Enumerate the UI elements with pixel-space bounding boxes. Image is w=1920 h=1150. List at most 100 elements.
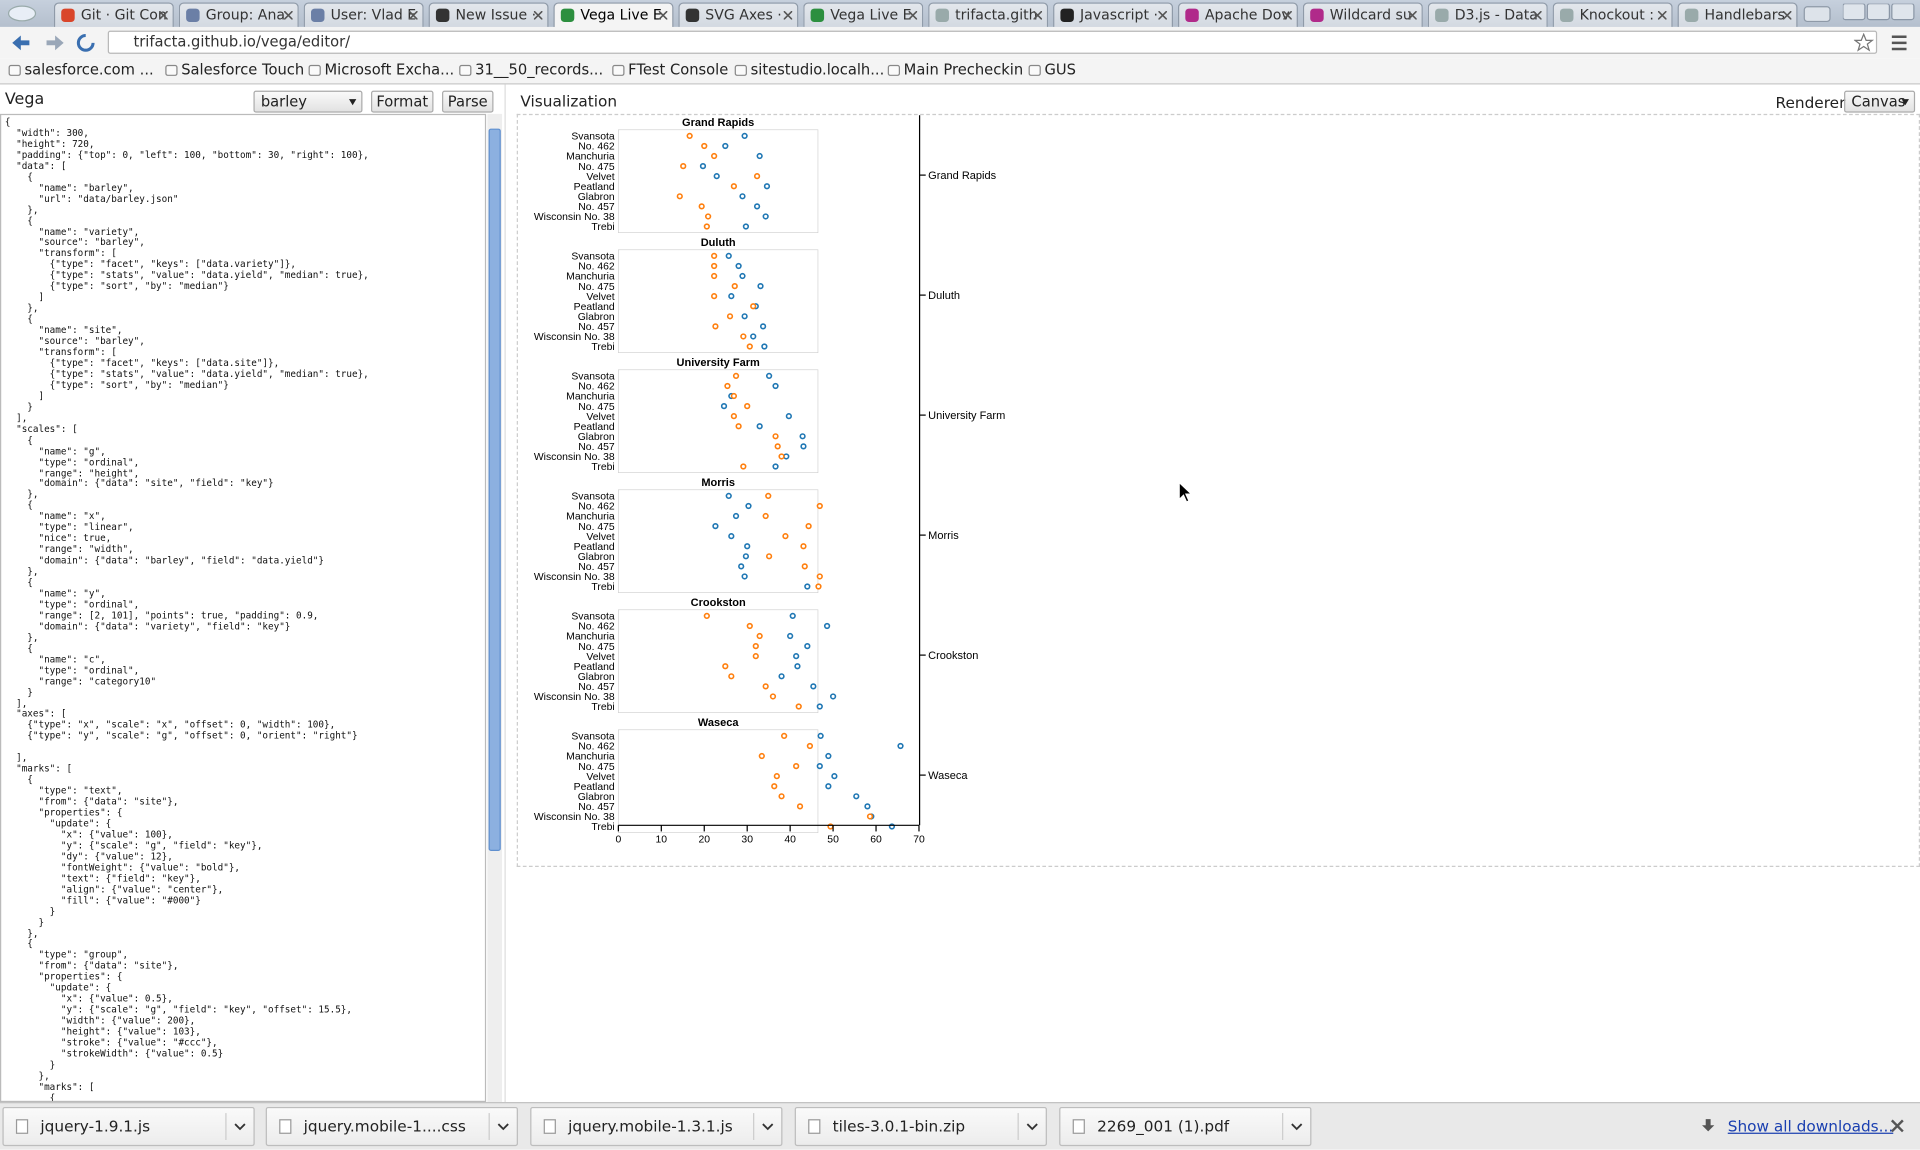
tab-close[interactable] xyxy=(1283,11,1292,20)
download-menu[interactable] xyxy=(762,1120,774,1132)
minimize[interactable] xyxy=(1842,3,1866,21)
tab-close[interactable] xyxy=(284,11,293,20)
dot xyxy=(699,162,707,170)
facet-frame xyxy=(618,249,819,353)
row-label: Glabron xyxy=(578,192,615,203)
address-bar[interactable]: trifacta.github.io/vega/editor/ xyxy=(107,30,1878,54)
tab-close[interactable] xyxy=(1657,11,1667,20)
tab-close[interactable] xyxy=(783,11,793,20)
bookmark[interactable]: 31__50_records... xyxy=(457,61,603,78)
dot xyxy=(765,553,773,560)
row-label: No. 462 xyxy=(578,502,615,513)
dot xyxy=(712,323,719,330)
download-menu[interactable] xyxy=(497,1120,509,1132)
tab-close[interactable] xyxy=(658,11,668,20)
facet-frame xyxy=(618,609,819,713)
download-menu[interactable] xyxy=(1026,1120,1038,1132)
back-button[interactable] xyxy=(12,35,30,51)
dot xyxy=(789,612,796,620)
browser-tab[interactable]: Group: Ana xyxy=(178,2,299,27)
browser-tab[interactable]: Vega Live E xyxy=(803,2,924,27)
tab-close[interactable] xyxy=(408,11,418,20)
tab-close[interactable] xyxy=(159,11,168,20)
tab-close[interactable] xyxy=(908,11,918,20)
row-label: Wisconsin No. 38 xyxy=(534,692,615,703)
download-item[interactable]: tiles-3.0.1-bin.zip xyxy=(794,1106,1047,1147)
browser-tab[interactable]: Vega Live E xyxy=(553,2,674,27)
close-downloads[interactable] xyxy=(1890,1119,1904,1133)
bookmark[interactable]: FTest Console xyxy=(610,61,728,78)
x-tick-label: 0 xyxy=(615,834,621,845)
file-name: jquery.mobile-1.3.1.js xyxy=(568,1116,733,1136)
browser-tab[interactable]: SVG Axes · xyxy=(678,2,799,27)
new-tab-button[interactable] xyxy=(1803,6,1831,23)
forward-button[interactable] xyxy=(46,35,64,51)
bookmark-star[interactable] xyxy=(1853,33,1875,52)
download-item[interactable]: jquery.mobile-1....css xyxy=(265,1106,518,1147)
row-label: No. 457 xyxy=(578,442,615,453)
row-label: Glabron xyxy=(578,312,615,323)
dot xyxy=(739,272,746,280)
download-item[interactable]: 2269_001 (1).pdf xyxy=(1059,1106,1312,1147)
tab-close[interactable] xyxy=(533,11,543,20)
dot xyxy=(741,313,748,320)
bookmark[interactable]: sitestudio.localh... xyxy=(732,61,884,78)
spec-select[interactable]: barley xyxy=(253,90,363,113)
download-item[interactable]: jquery.mobile-1.3.1.js xyxy=(530,1106,783,1147)
parse-button[interactable]: Parse xyxy=(442,90,494,113)
row-label: Trebi xyxy=(591,702,614,713)
scrollbar-thumb[interactable] xyxy=(488,128,501,852)
dot xyxy=(778,673,785,680)
row-label: No. 457 xyxy=(578,562,615,573)
row-label: No. 475 xyxy=(578,282,615,293)
tab-close[interactable] xyxy=(1782,11,1792,20)
separator xyxy=(488,1113,490,1141)
y-axis-label: Duluth xyxy=(928,290,960,302)
browser-tab[interactable]: Knockout : xyxy=(1552,2,1673,27)
row-label: Manchuria xyxy=(566,392,615,403)
tab-title: Knockout : xyxy=(1579,6,1655,24)
browser-tab[interactable]: Git · Git Con xyxy=(53,2,174,27)
bookmark[interactable]: Microsoft Excha... xyxy=(306,61,454,78)
bookmark[interactable]: Salesforce Touch xyxy=(163,61,304,78)
tab-close[interactable] xyxy=(1033,11,1043,20)
bookmark[interactable]: Main Precheckin xyxy=(885,61,1023,78)
visualization-title: Visualization xyxy=(520,91,618,111)
dot xyxy=(741,573,748,580)
scrollbar[interactable] xyxy=(487,113,503,1103)
download-menu[interactable] xyxy=(1291,1120,1303,1132)
download-item[interactable]: jquery-1.9.1.js xyxy=(2,1106,255,1147)
dot xyxy=(711,293,718,300)
close[interactable] xyxy=(1891,3,1915,21)
dot xyxy=(725,492,732,500)
tab-close[interactable] xyxy=(1533,11,1542,20)
menu-button[interactable] xyxy=(1891,35,1907,51)
code-editor[interactable]: { "width": 300, "height": 720, "padding"… xyxy=(0,113,487,1103)
row-label: Wisconsin No. 38 xyxy=(534,812,615,823)
browser-tab[interactable]: Handlebars xyxy=(1677,2,1798,27)
maximize[interactable] xyxy=(1866,3,1890,21)
tab-title: Handlebars xyxy=(1704,6,1785,24)
tab-title: User: Vlad E xyxy=(330,6,417,24)
browser-tab[interactable]: D3.js - Data xyxy=(1427,2,1548,27)
tab-close[interactable] xyxy=(1408,11,1417,20)
bookmark[interactable]: salesforce.com ... xyxy=(6,61,154,78)
browser-tab[interactable]: Javascript · xyxy=(1053,2,1174,27)
show-all-downloads[interactable]: Show all downloads... xyxy=(1727,1116,1894,1136)
bookmark[interactable]: GUS xyxy=(1026,61,1076,78)
browser-tab[interactable]: trifacta.gith xyxy=(928,2,1049,27)
reload-button[interactable] xyxy=(76,33,95,52)
row-label: Glabron xyxy=(578,792,615,803)
renderer-select[interactable]: Canvas xyxy=(1844,90,1916,113)
window-controls[interactable] xyxy=(1842,3,1916,21)
row-label: Svansota xyxy=(571,132,615,143)
browser-tab[interactable]: New Issue · xyxy=(428,2,549,27)
browser-tab[interactable]: User: Vlad E xyxy=(303,2,424,27)
download-menu[interactable] xyxy=(234,1120,246,1132)
tab-close[interactable] xyxy=(1158,11,1167,20)
format-button[interactable]: Format xyxy=(371,90,434,113)
browser-tab[interactable]: Wildcard su xyxy=(1302,2,1423,27)
dot xyxy=(825,752,832,760)
browser-tab[interactable]: Apache Dov xyxy=(1177,2,1298,27)
row-label: Svansota xyxy=(571,252,615,263)
